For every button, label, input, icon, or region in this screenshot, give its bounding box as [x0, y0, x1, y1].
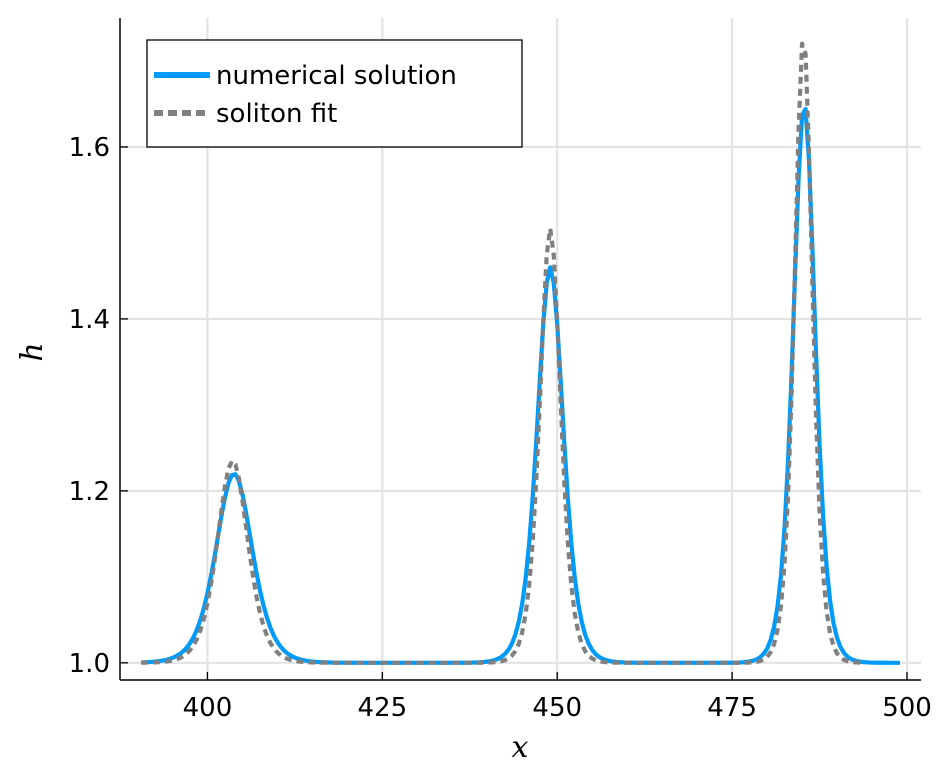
x-tick-label: 425 [358, 693, 408, 723]
series-lines [140, 41, 901, 665]
legend: numerical solution soliton fit [146, 39, 523, 148]
series-line-fit [140, 41, 866, 665]
x-tick-label: 400 [183, 693, 233, 723]
x-tick-label: 450 [532, 693, 582, 723]
y-tick-labels: 1.0 1.2 1.4 1.6 [69, 133, 110, 679]
legend-box [146, 39, 523, 148]
x-tick-label: 500 [882, 693, 932, 723]
legend-label-numerical: numerical solution [216, 61, 457, 91]
x-tick-label: 475 [707, 693, 757, 723]
series-line-numerical [140, 106, 901, 665]
axes [119, 18, 921, 681]
y-tick-label: 1.0 [69, 649, 110, 679]
x-tick-labels: 400 425 450 475 500 [183, 693, 932, 723]
y-tick-label: 1.2 [69, 477, 110, 507]
x-axis-label: x [512, 730, 529, 765]
legend-label-fit: soliton fit [216, 99, 337, 129]
y-axis-label: h [15, 342, 50, 361]
y-tick-label: 1.4 [69, 305, 110, 335]
y-tick-label: 1.6 [69, 133, 110, 163]
